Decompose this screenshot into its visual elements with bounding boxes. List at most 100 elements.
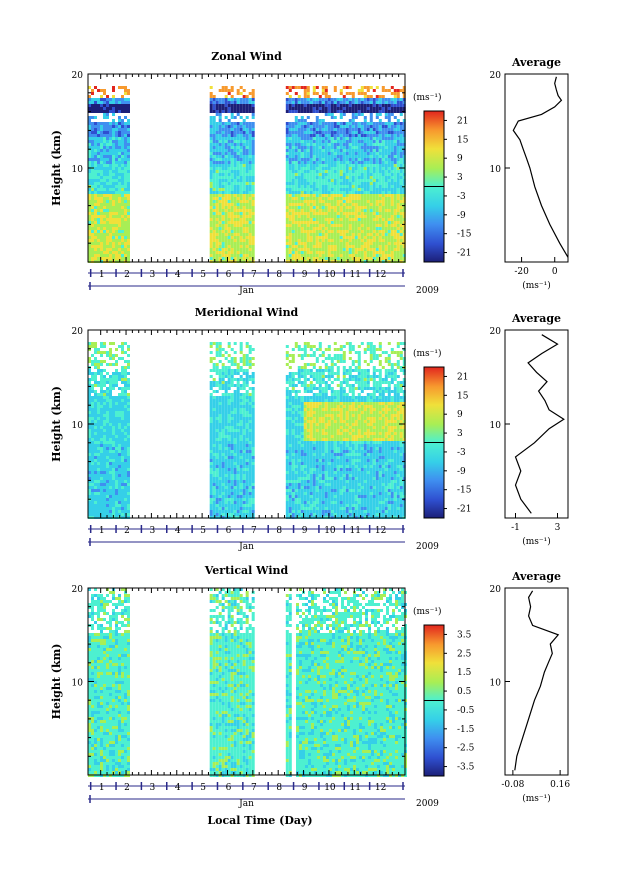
- field-cell: [316, 206, 319, 209]
- field-cell: [391, 248, 394, 251]
- field-cell: [397, 155, 400, 158]
- field-cell: [216, 200, 219, 203]
- field-cell: [364, 257, 367, 260]
- field-cell: [307, 215, 310, 218]
- field-cell: [91, 429, 94, 432]
- field-cell: [106, 158, 109, 161]
- field-cell: [127, 203, 130, 206]
- field-cell: [103, 399, 106, 402]
- field-cell: [103, 230, 106, 233]
- field-cell: [112, 411, 115, 414]
- field-cell: [94, 501, 97, 504]
- field-cell: [385, 164, 388, 167]
- field-cell: [109, 426, 112, 429]
- field-cell: [222, 239, 225, 242]
- field-cell: [301, 251, 304, 254]
- field-cell: [352, 143, 355, 146]
- field-cell: [118, 167, 121, 170]
- field-cell: [376, 209, 379, 212]
- field-cell: [337, 134, 340, 137]
- field-cell: [382, 218, 385, 221]
- field-cell: [216, 128, 219, 131]
- field-cell: [394, 167, 397, 170]
- field-cell: [252, 170, 255, 173]
- field-cell: [234, 173, 237, 176]
- field-cell: [127, 498, 130, 501]
- field-cell: [210, 167, 213, 170]
- field-cell: [388, 110, 391, 113]
- field-cell: [115, 468, 118, 471]
- field-cell: [219, 116, 222, 119]
- field-cell: [364, 125, 367, 128]
- field-cell: [373, 197, 376, 200]
- field-cell: [352, 95, 355, 98]
- field-cell: [385, 230, 388, 233]
- field-cell: [109, 209, 112, 212]
- field-cell: [298, 230, 301, 233]
- field-cell: [307, 158, 310, 161]
- field-cell: [286, 215, 289, 218]
- field-cell: [367, 95, 370, 98]
- field-cell: [310, 236, 313, 239]
- field-cell: [127, 387, 130, 390]
- field-cell: [115, 474, 118, 477]
- field-cell: [109, 146, 112, 149]
- field-cell: [328, 110, 331, 113]
- field-cell: [385, 161, 388, 164]
- field-cell: [216, 212, 219, 215]
- field-cell: [361, 254, 364, 257]
- field-cell: [91, 414, 94, 417]
- field-cell: [115, 200, 118, 203]
- field-cell: [316, 185, 319, 188]
- field-cell: [127, 462, 130, 465]
- field-cell: [397, 101, 400, 104]
- field-cell: [394, 98, 397, 101]
- field-cell: [322, 173, 325, 176]
- field-cell: [376, 191, 379, 194]
- field-cell: [352, 119, 355, 122]
- field-cell: [222, 510, 225, 513]
- field-cell: [379, 230, 382, 233]
- field-cell: [322, 245, 325, 248]
- field-cell: [391, 161, 394, 164]
- field-cell: [307, 251, 310, 254]
- field-cell: [112, 170, 115, 173]
- field-cell: [292, 209, 295, 212]
- field-cell: [331, 239, 334, 242]
- field-cell: [355, 164, 358, 167]
- field-cell: [328, 224, 331, 227]
- field-cell: [379, 203, 382, 206]
- field-cell: [286, 221, 289, 224]
- field-cell: [106, 122, 109, 125]
- field-cell: [127, 384, 130, 387]
- field-cell: [304, 104, 307, 107]
- field-cell: [289, 89, 292, 92]
- field-cell: [355, 251, 358, 254]
- field-cell: [237, 215, 240, 218]
- field-cell: [91, 92, 94, 95]
- field-cell: [310, 122, 313, 125]
- field-cell: [231, 161, 234, 164]
- field-cell: [301, 194, 304, 197]
- field-cell: [352, 152, 355, 155]
- field-cell: [367, 200, 370, 203]
- field-cell: [346, 152, 349, 155]
- field-cell: [216, 182, 219, 185]
- field-cell: [127, 188, 130, 191]
- field-cell: [246, 200, 249, 203]
- field-cell: [94, 155, 97, 158]
- field-cell: [97, 182, 100, 185]
- field-cell: [388, 248, 391, 251]
- field-cell: [310, 137, 313, 140]
- field-cell: [94, 233, 97, 236]
- field-cell: [367, 101, 370, 104]
- field-cell: [127, 396, 130, 399]
- field-cell: [286, 170, 289, 173]
- field-cell: [358, 170, 361, 173]
- field-cell: [376, 164, 379, 167]
- field-cell: [340, 134, 343, 137]
- field-cell: [252, 158, 255, 161]
- field-cell: [394, 224, 397, 227]
- field-cell: [355, 179, 358, 182]
